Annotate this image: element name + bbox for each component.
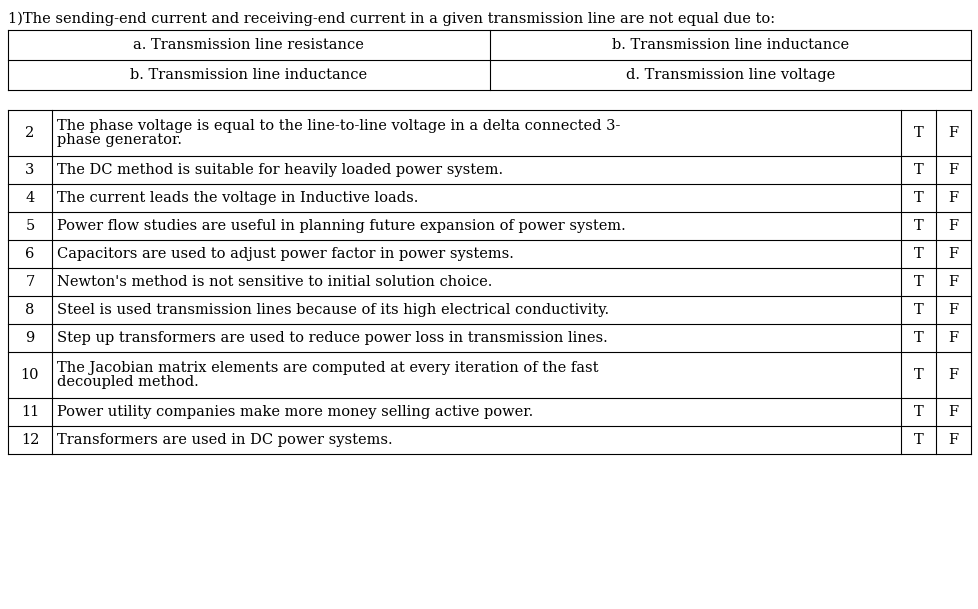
Text: 9: 9 bbox=[25, 331, 34, 345]
Text: 5: 5 bbox=[25, 219, 34, 233]
Text: T: T bbox=[912, 331, 922, 345]
Text: F: F bbox=[948, 405, 957, 419]
Text: T: T bbox=[912, 405, 922, 419]
Text: F: F bbox=[948, 219, 957, 233]
Text: Newton's method is not sensitive to initial solution choice.: Newton's method is not sensitive to init… bbox=[57, 275, 492, 289]
Text: T: T bbox=[912, 275, 922, 289]
Text: Power utility companies make more money selling active power.: Power utility companies make more money … bbox=[57, 405, 533, 419]
Text: 8: 8 bbox=[25, 303, 34, 317]
Text: 3: 3 bbox=[25, 163, 34, 177]
Text: F: F bbox=[948, 191, 957, 205]
Text: decoupled method.: decoupled method. bbox=[57, 375, 199, 389]
Text: F: F bbox=[948, 275, 957, 289]
Text: T: T bbox=[912, 219, 922, 233]
Text: T: T bbox=[912, 163, 922, 177]
Text: The Jacobian matrix elements are computed at every iteration of the fast: The Jacobian matrix elements are compute… bbox=[57, 361, 598, 375]
Text: d. Transmission line voltage: d. Transmission line voltage bbox=[625, 68, 834, 82]
Text: Capacitors are used to adjust power factor in power systems.: Capacitors are used to adjust power fact… bbox=[57, 247, 513, 261]
Text: F: F bbox=[948, 163, 957, 177]
Text: The phase voltage is equal to the line-to-line voltage in a delta connected 3-: The phase voltage is equal to the line-t… bbox=[57, 119, 620, 133]
Text: T: T bbox=[912, 126, 922, 140]
Text: T: T bbox=[912, 191, 922, 205]
Text: F: F bbox=[948, 433, 957, 447]
Text: T: T bbox=[912, 247, 922, 261]
Text: 4: 4 bbox=[25, 191, 34, 205]
Text: Step up transformers are used to reduce power loss in transmission lines.: Step up transformers are used to reduce … bbox=[57, 331, 607, 345]
Text: T: T bbox=[912, 303, 922, 317]
Text: T: T bbox=[912, 433, 922, 447]
Text: 7: 7 bbox=[25, 275, 34, 289]
Text: T: T bbox=[912, 368, 922, 382]
Text: The current leads the voltage in Inductive loads.: The current leads the voltage in Inducti… bbox=[57, 191, 418, 205]
Text: 2: 2 bbox=[25, 126, 34, 140]
Text: F: F bbox=[948, 303, 957, 317]
Text: 6: 6 bbox=[25, 247, 34, 261]
Text: b. Transmission line inductance: b. Transmission line inductance bbox=[611, 38, 848, 52]
Text: F: F bbox=[948, 368, 957, 382]
Text: 12: 12 bbox=[21, 433, 39, 447]
Text: Power flow studies are useful in planning future expansion of power system.: Power flow studies are useful in plannin… bbox=[57, 219, 625, 233]
Text: 1)The sending-end current and receiving-end current in a given transmission line: 1)The sending-end current and receiving-… bbox=[8, 12, 775, 26]
Text: F: F bbox=[948, 126, 957, 140]
Text: phase generator.: phase generator. bbox=[57, 133, 182, 147]
Text: The DC method is suitable for heavily loaded power system.: The DC method is suitable for heavily lo… bbox=[57, 163, 503, 177]
Text: Steel is used transmission lines because of its high electrical conductivity.: Steel is used transmission lines because… bbox=[57, 303, 608, 317]
Text: 10: 10 bbox=[21, 368, 39, 382]
Text: a. Transmission line resistance: a. Transmission line resistance bbox=[133, 38, 364, 52]
Text: b. Transmission line inductance: b. Transmission line inductance bbox=[130, 68, 367, 82]
Text: F: F bbox=[948, 247, 957, 261]
Text: 11: 11 bbox=[21, 405, 39, 419]
Text: F: F bbox=[948, 331, 957, 345]
Text: Transformers are used in DC power systems.: Transformers are used in DC power system… bbox=[57, 433, 392, 447]
